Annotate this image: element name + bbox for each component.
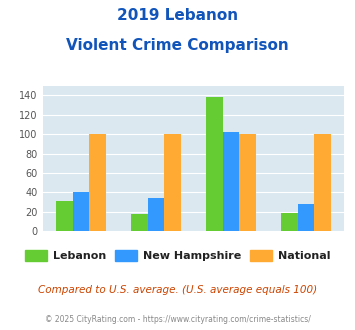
Text: Violent Crime Comparison: Violent Crime Comparison xyxy=(66,38,289,53)
Bar xyxy=(148,198,164,231)
Legend: Lebanon, New Hampshire, National: Lebanon, New Hampshire, National xyxy=(21,246,334,266)
Bar xyxy=(314,134,331,231)
Bar xyxy=(131,214,148,231)
Bar xyxy=(164,134,181,231)
Bar xyxy=(206,97,223,231)
Bar xyxy=(89,134,106,231)
Text: 2019 Lebanon: 2019 Lebanon xyxy=(117,8,238,23)
Text: © 2025 CityRating.com - https://www.cityrating.com/crime-statistics/: © 2025 CityRating.com - https://www.city… xyxy=(45,315,310,324)
Bar xyxy=(73,192,89,231)
Bar xyxy=(297,204,314,231)
Text: Compared to U.S. average. (U.S. average equals 100): Compared to U.S. average. (U.S. average … xyxy=(38,285,317,295)
Bar xyxy=(281,213,297,231)
Bar xyxy=(223,132,239,231)
Bar xyxy=(56,201,73,231)
Bar xyxy=(239,134,256,231)
